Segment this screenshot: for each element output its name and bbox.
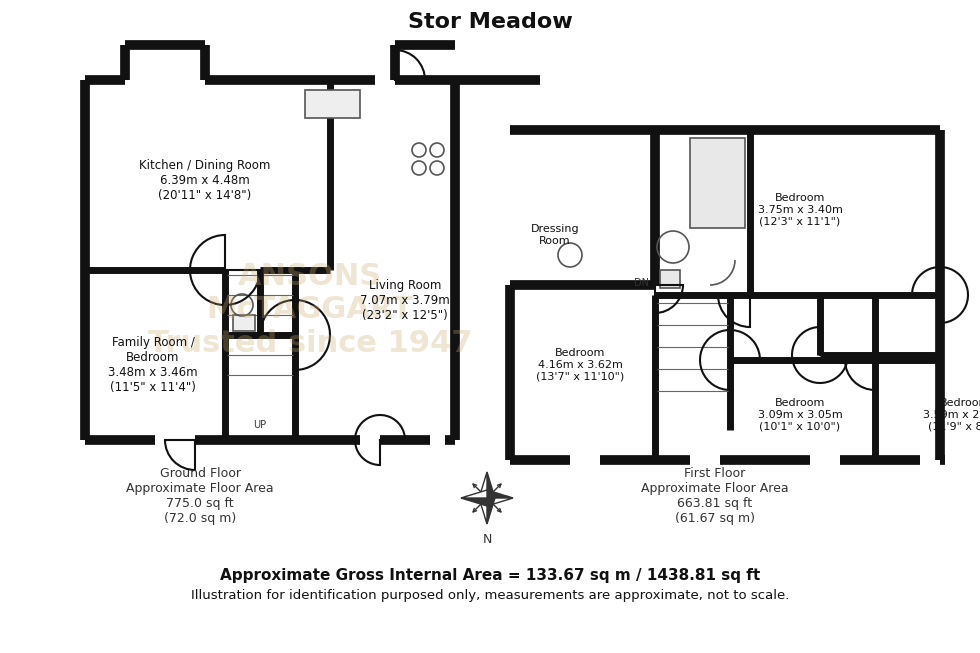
Text: Illustration for identification purposed only, measurements are approximate, not: Illustration for identification purposed…: [191, 589, 789, 602]
Text: Kitchen / Dining Room
6.39m x 4.48m
(20'11" x 14'8"): Kitchen / Dining Room 6.39m x 4.48m (20'…: [139, 159, 270, 202]
Text: Bedroom
3.59m x 2.66m
(11'9" x 8'8"): Bedroom 3.59m x 2.66m (11'9" x 8'8"): [922, 398, 980, 432]
Text: Approximate Gross Internal Area = 133.67 sq m / 1438.81 sq ft: Approximate Gross Internal Area = 133.67…: [220, 568, 760, 583]
Polygon shape: [479, 472, 487, 498]
Text: N: N: [482, 533, 492, 546]
Text: First Floor
Approximate Floor Area
663.81 sq ft
(61.67 sq m): First Floor Approximate Floor Area 663.8…: [641, 467, 789, 525]
Text: Living Room
7.07m x 3.79m
(23'2" x 12'5"): Living Room 7.07m x 3.79m (23'2" x 12'5"…: [360, 278, 450, 321]
Bar: [305, 90, 360, 118]
Polygon shape: [479, 498, 487, 524]
Text: UP: UP: [254, 420, 267, 430]
Text: Ground Floor
Approximate Floor Area
775.0 sq ft
(72.0 sq m): Ground Floor Approximate Floor Area 775.…: [126, 467, 273, 525]
Polygon shape: [487, 472, 495, 498]
Polygon shape: [487, 498, 513, 506]
Polygon shape: [487, 498, 495, 524]
Text: ANSONS
McTAGGART
Trusted since 1947: ANSONS McTAGGART Trusted since 1947: [148, 262, 472, 358]
Bar: [660, 270, 680, 288]
Text: Stor Meadow: Stor Meadow: [408, 12, 572, 32]
Text: Family Room /
Bedroom
3.48m x 3.46m
(11'5" x 11'4"): Family Room / Bedroom 3.48m x 3.46m (11'…: [108, 336, 198, 394]
Polygon shape: [461, 490, 487, 498]
Text: DN: DN: [633, 278, 649, 288]
Bar: [690, 138, 745, 228]
Text: Bedroom
3.09m x 3.05m
(10'1" x 10'0"): Bedroom 3.09m x 3.05m (10'1" x 10'0"): [758, 398, 843, 432]
Polygon shape: [461, 498, 487, 506]
Text: Bedroom
3.75m x 3.40m
(12'3" x 11'1"): Bedroom 3.75m x 3.40m (12'3" x 11'1"): [758, 193, 843, 227]
Text: Bedroom
4.16m x 3.62m
(13'7" x 11'10"): Bedroom 4.16m x 3.62m (13'7" x 11'10"): [536, 349, 624, 381]
Polygon shape: [487, 490, 513, 498]
Text: Dressing
Room: Dressing Room: [531, 224, 579, 246]
Bar: [233, 315, 255, 331]
